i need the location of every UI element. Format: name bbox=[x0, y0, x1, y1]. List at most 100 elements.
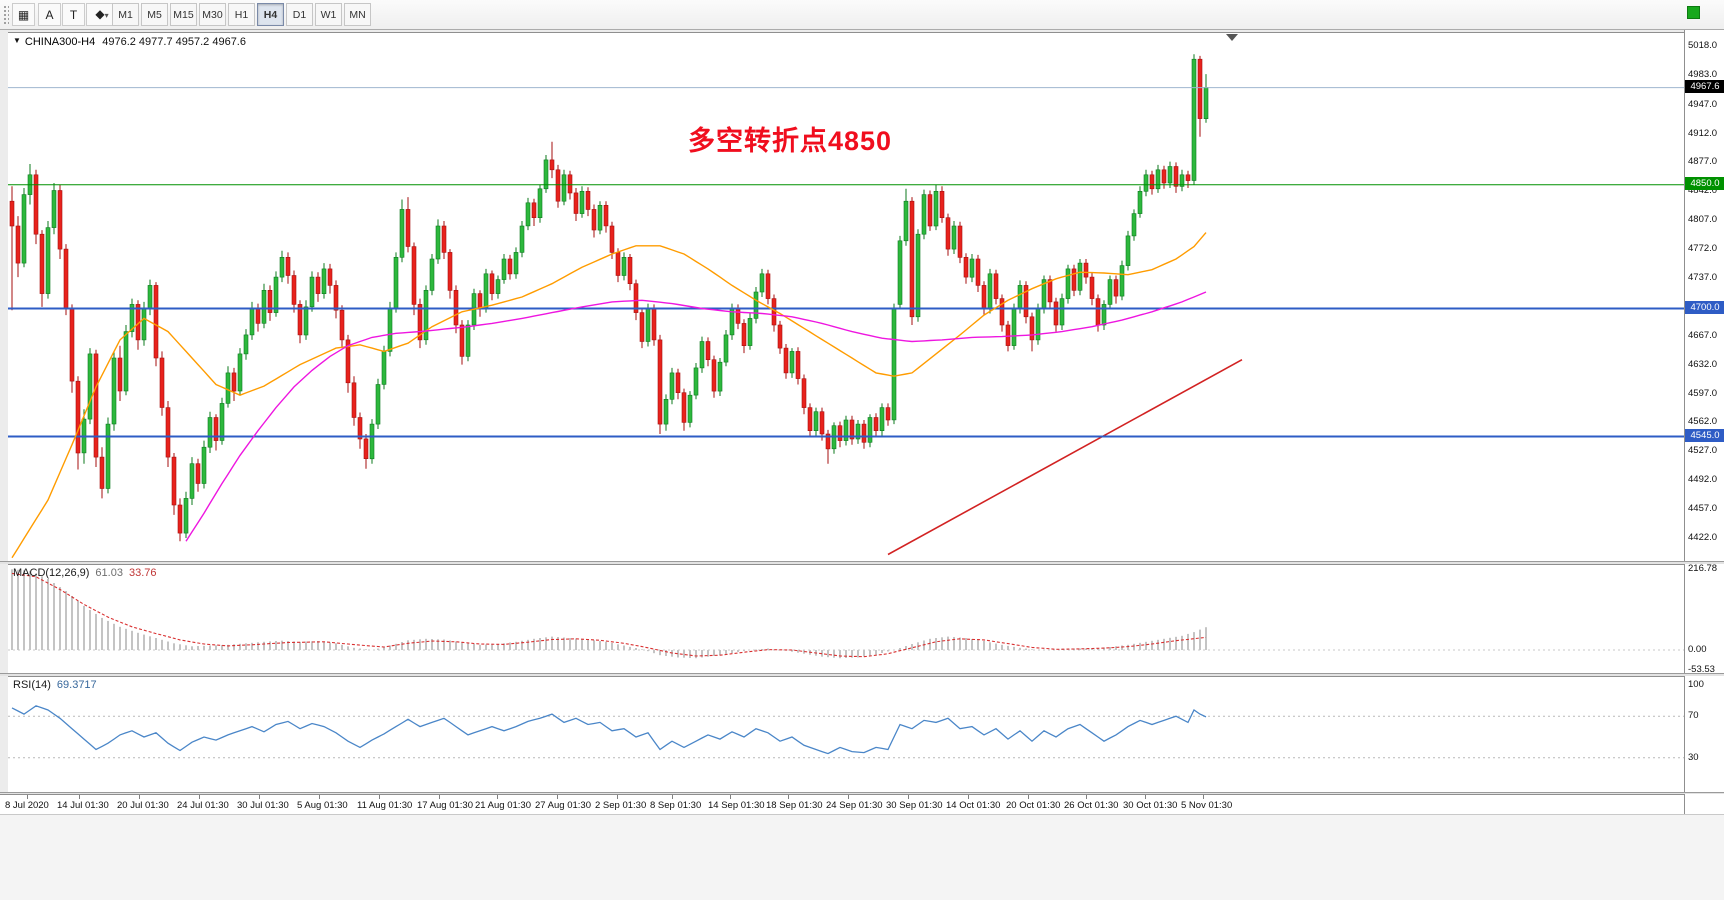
time-tick-label: 27 Aug 01:30 bbox=[535, 800, 591, 811]
price-tick-label: 4983.0 bbox=[1688, 68, 1718, 80]
timeframe-button-group: M1 M5 M15 M30 H1 H4 D1 W1 MN bbox=[112, 3, 371, 26]
price-tick-label: 4457.0 bbox=[1688, 503, 1718, 515]
toolbar: ▦ A T ◆▾ M1 M5 M15 M30 H1 H4 D1 W1 MN bbox=[0, 0, 1724, 30]
chart-shift-marker bbox=[1226, 34, 1238, 41]
macd-name: MACD bbox=[13, 567, 46, 579]
timeframe-button-m1[interactable]: M1 bbox=[112, 3, 139, 26]
panel-splitter[interactable] bbox=[0, 561, 1724, 564]
time-tick-label: 18 Sep 01:30 bbox=[766, 800, 823, 811]
time-tick bbox=[617, 795, 618, 799]
time-tick bbox=[1145, 795, 1146, 799]
macd-scale-label: 0.00 bbox=[1688, 644, 1707, 655]
time-tick-label: 5 Nov 01:30 bbox=[1181, 800, 1233, 811]
time-tick-label: 14 Oct 01:30 bbox=[946, 800, 1001, 811]
chart-grid-tool-button[interactable]: ▦ bbox=[12, 3, 35, 26]
timeframe-button-w1[interactable]: W1 bbox=[315, 3, 342, 26]
collapse-triangle-icon[interactable]: ▼ bbox=[13, 36, 21, 45]
time-tick bbox=[730, 795, 731, 799]
chart-symbol-period: CHINA300-H4 bbox=[24, 36, 96, 48]
time-tick-label: 17 Aug 01:30 bbox=[417, 800, 473, 811]
time-tick bbox=[788, 795, 789, 799]
price-tick-label: 5018.0 bbox=[1688, 40, 1718, 51]
timeframe-button-m5[interactable]: M5 bbox=[141, 3, 168, 26]
time-tick-label: 8 Sep 01:30 bbox=[650, 800, 702, 811]
chevron-down-icon: ▾ bbox=[104, 11, 109, 20]
time-tick-label: 11 Aug 01:30 bbox=[357, 800, 413, 811]
chart-area: ▼ CHINA300-H4 4976.2 4977.7 4957.2 4967.6 … bbox=[0, 30, 1724, 814]
timeframe-button-d1[interactable]: D1 bbox=[286, 3, 313, 26]
price-tick-label: 4912.0 bbox=[1688, 127, 1718, 139]
time-tick bbox=[199, 795, 200, 799]
time-tick-label: 8 Jul 2020 bbox=[5, 800, 49, 811]
price-tick-label: 4422.0 bbox=[1688, 531, 1718, 543]
price-tick-label: 4842.0 bbox=[1688, 185, 1718, 197]
rsi-canvas[interactable] bbox=[8, 677, 1684, 792]
panel-splitter[interactable] bbox=[0, 792, 1724, 794]
time-tick bbox=[439, 795, 440, 799]
price-tick-label: 4807.0 bbox=[1688, 214, 1718, 226]
price-tick-label: 4667.0 bbox=[1688, 329, 1718, 341]
time-tick-label: 24 Sep 01:30 bbox=[826, 800, 883, 811]
time-tick-label: 30 Jul 01:30 bbox=[237, 800, 289, 811]
price-chart-panel[interactable]: ▼ CHINA300-H4 4976.2 4977.7 4957.2 4967.6 … bbox=[8, 32, 1684, 561]
shapes-icon: ◆ bbox=[95, 7, 105, 21]
rsi-panel[interactable]: RSI(14) 69.3717 bbox=[8, 676, 1684, 792]
timeframe-button-mn[interactable]: MN bbox=[344, 3, 371, 26]
price-tick-label: 4527.0 bbox=[1688, 445, 1718, 457]
time-tick bbox=[672, 795, 673, 799]
time-tick bbox=[1203, 795, 1204, 799]
time-tick bbox=[27, 795, 28, 799]
rsi-value: 69.3717 bbox=[56, 679, 97, 691]
candlestick-canvas[interactable] bbox=[8, 33, 1684, 561]
time-tick-label: 26 Oct 01:30 bbox=[1064, 800, 1119, 811]
text-tool-icon: T bbox=[69, 7, 78, 22]
time-tick bbox=[319, 795, 320, 799]
price-tick-label: 4562.0 bbox=[1688, 416, 1718, 428]
timeframe-button-h1[interactable]: H1 bbox=[228, 3, 255, 26]
price-badge-4545.0: 4545.0 bbox=[1685, 428, 1724, 442]
time-tick-label: 30 Sep 01:30 bbox=[886, 800, 943, 811]
window-bottom-area bbox=[0, 814, 1724, 900]
connection-status-indicator bbox=[1687, 6, 1700, 19]
time-tick-label: 2 Sep 01:30 bbox=[595, 800, 647, 811]
macd-params: (12,26,9) bbox=[45, 567, 90, 579]
time-tick bbox=[379, 795, 380, 799]
panel-splitter[interactable] bbox=[0, 673, 1724, 676]
macd-label: MACD(12,26,9) 61.03 33.76 bbox=[13, 567, 156, 579]
timeframe-button-m15[interactable]: M15 bbox=[170, 3, 197, 26]
rsi-name: RSI bbox=[13, 679, 32, 691]
price-badge-4967.6: 4967.6 bbox=[1685, 80, 1724, 94]
time-tick bbox=[79, 795, 80, 799]
time-tick-label: 20 Jul 01:30 bbox=[117, 800, 169, 811]
toolbar-grip[interactable] bbox=[3, 5, 9, 25]
macd-panel[interactable]: MACD(12,26,9) 61.03 33.76 bbox=[8, 564, 1684, 673]
text-tool-button[interactable]: T bbox=[62, 3, 85, 26]
time-tick bbox=[1086, 795, 1087, 799]
price-badge-4850.0: 4850.0 bbox=[1685, 177, 1724, 191]
time-tick-label: 5 Aug 01:30 bbox=[297, 800, 348, 811]
time-tick bbox=[557, 795, 558, 799]
rsi-params: (14) bbox=[31, 679, 51, 691]
time-tick-label: 14 Sep 01:30 bbox=[708, 800, 765, 811]
time-tick bbox=[848, 795, 849, 799]
time-tick bbox=[497, 795, 498, 799]
rsi-scale-label: 70 bbox=[1688, 710, 1699, 722]
rsi-label: RSI(14) 69.3717 bbox=[13, 679, 97, 691]
chart-title: ▼ CHINA300-H4 4976.2 4977.7 4957.2 4967.6 bbox=[13, 36, 246, 48]
price-tick-label: 4597.0 bbox=[1688, 387, 1718, 399]
timeframe-button-h4[interactable]: H4 bbox=[257, 3, 284, 26]
time-tick bbox=[259, 795, 260, 799]
time-axis[interactable]: 8 Jul 2020 14 Jul 01:30 20 Jul 01:30 24 Jul… bbox=[0, 794, 1684, 814]
timeframe-button-m30[interactable]: M30 bbox=[199, 3, 226, 26]
time-tick-label: 30 Oct 01:30 bbox=[1123, 800, 1178, 811]
macd-scale-label: -53.53 bbox=[1688, 663, 1715, 675]
time-tick-label: 14 Jul 01:30 bbox=[57, 800, 109, 811]
time-tick bbox=[1028, 795, 1029, 799]
annotation-text[interactable]: 多空转折点4850 bbox=[688, 126, 893, 156]
macd-main-value: 61.03 bbox=[95, 567, 123, 579]
macd-canvas[interactable] bbox=[8, 565, 1684, 673]
text-label-icon: A bbox=[45, 7, 54, 22]
text-label-tool-button[interactable]: A bbox=[38, 3, 61, 26]
price-axis[interactable]: 5018.0 4983.0 4947.0 4912.0 4877.0 4842.0 4807… bbox=[1684, 30, 1724, 814]
